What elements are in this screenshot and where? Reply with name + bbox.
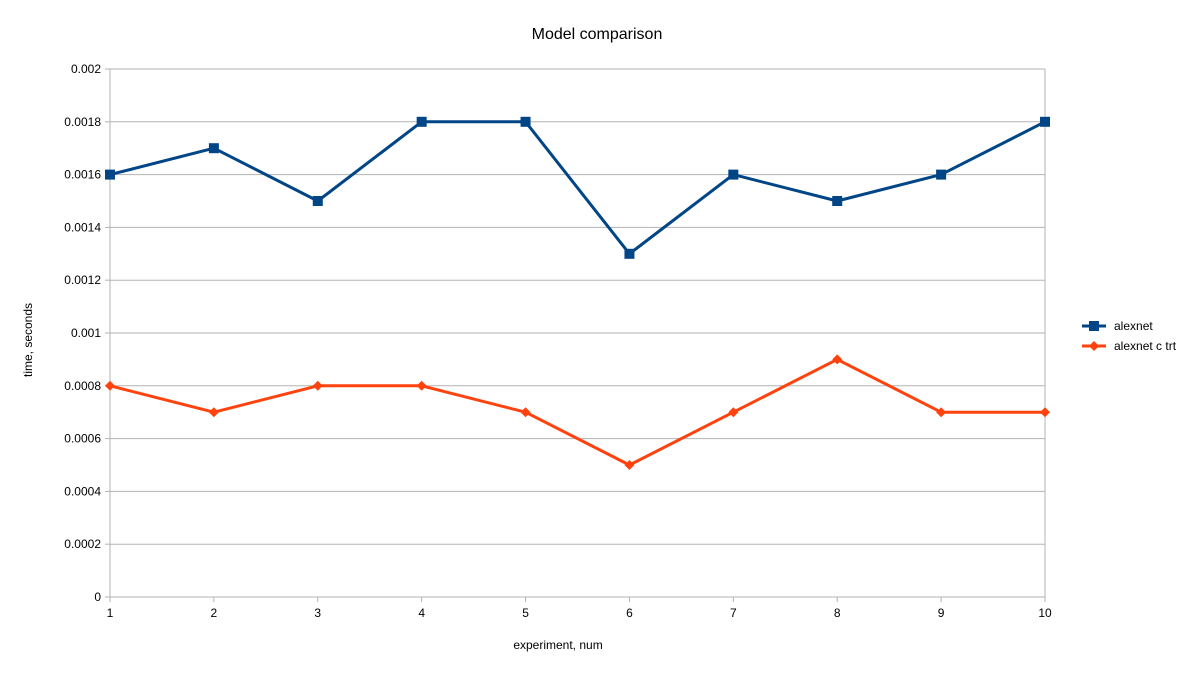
data-point [832,196,843,206]
data-point [105,380,115,391]
x-tick-label: 8 [834,606,841,620]
data-point [728,169,739,180]
legend-label: alexnet c trt [1114,339,1177,353]
series-group [105,116,1050,470]
x-tick-label: 10 [1038,606,1052,620]
series-0 [105,116,1050,259]
x-axis-ticks: 1 2 3 4 5 6 7 8 9 10 [107,597,1052,620]
x-tick-label: 3 [314,606,321,620]
y-tick-label: 0.0016 [64,168,101,182]
x-tick-label: 2 [211,606,218,620]
chart-title: Model comparison [532,26,663,43]
data-point [832,354,843,365]
y-tick-label: 0.0006 [64,432,101,446]
x-axis-label: experiment, num [513,638,602,652]
y-axis-ticks: 0 0.0002 0.0004 0.0006 0.0008 0.001 0.0012 0.00… [64,62,110,604]
x-tick-label: 5 [522,606,529,620]
legend-item: alexnet [1082,319,1153,333]
data-point [312,380,323,391]
x-tick-label: 1 [107,606,114,620]
legend-item: alexnet c trt [1082,339,1177,353]
data-point [520,407,531,418]
y-tick-label: 0.0008 [64,379,101,393]
data-point [520,116,531,127]
data-point [208,407,219,418]
data-point [624,248,635,259]
data-point [936,169,947,180]
data-point [936,407,947,418]
y-tick-label: 0.002 [71,62,101,76]
x-tick-label: 6 [626,606,633,620]
data-point [728,407,739,418]
y-tick-label: 0.001 [71,326,101,340]
y-axis-label: time, seconds [21,303,35,377]
x-tick-label: 7 [730,606,737,620]
data-point [208,143,219,154]
y-tick-label: 0.0014 [64,220,101,234]
data-point [624,460,635,470]
grid [110,68,1045,598]
data-point [105,169,115,180]
y-tick-label: 0.0012 [64,273,101,287]
x-tick-label: 4 [418,606,425,620]
series-line [109,357,1045,467]
data-point [1040,407,1050,418]
data-point [416,116,427,127]
legend-marker [1089,341,1099,351]
data-point [416,380,427,391]
y-tick-label: 0 [94,590,101,604]
legend: alexnet alexnet c trt [1082,319,1177,353]
x-tick-label: 9 [938,606,945,620]
y-tick-label: 0.0018 [64,115,101,129]
data-point [1040,116,1050,127]
y-tick-label: 0.0002 [64,537,101,551]
data-point [312,196,323,206]
y-tick-label: 0.0004 [64,484,101,498]
series-1 [105,354,1050,470]
series-line [109,120,1046,256]
legend-label: alexnet [1114,319,1153,333]
legend-marker [1089,321,1099,331]
